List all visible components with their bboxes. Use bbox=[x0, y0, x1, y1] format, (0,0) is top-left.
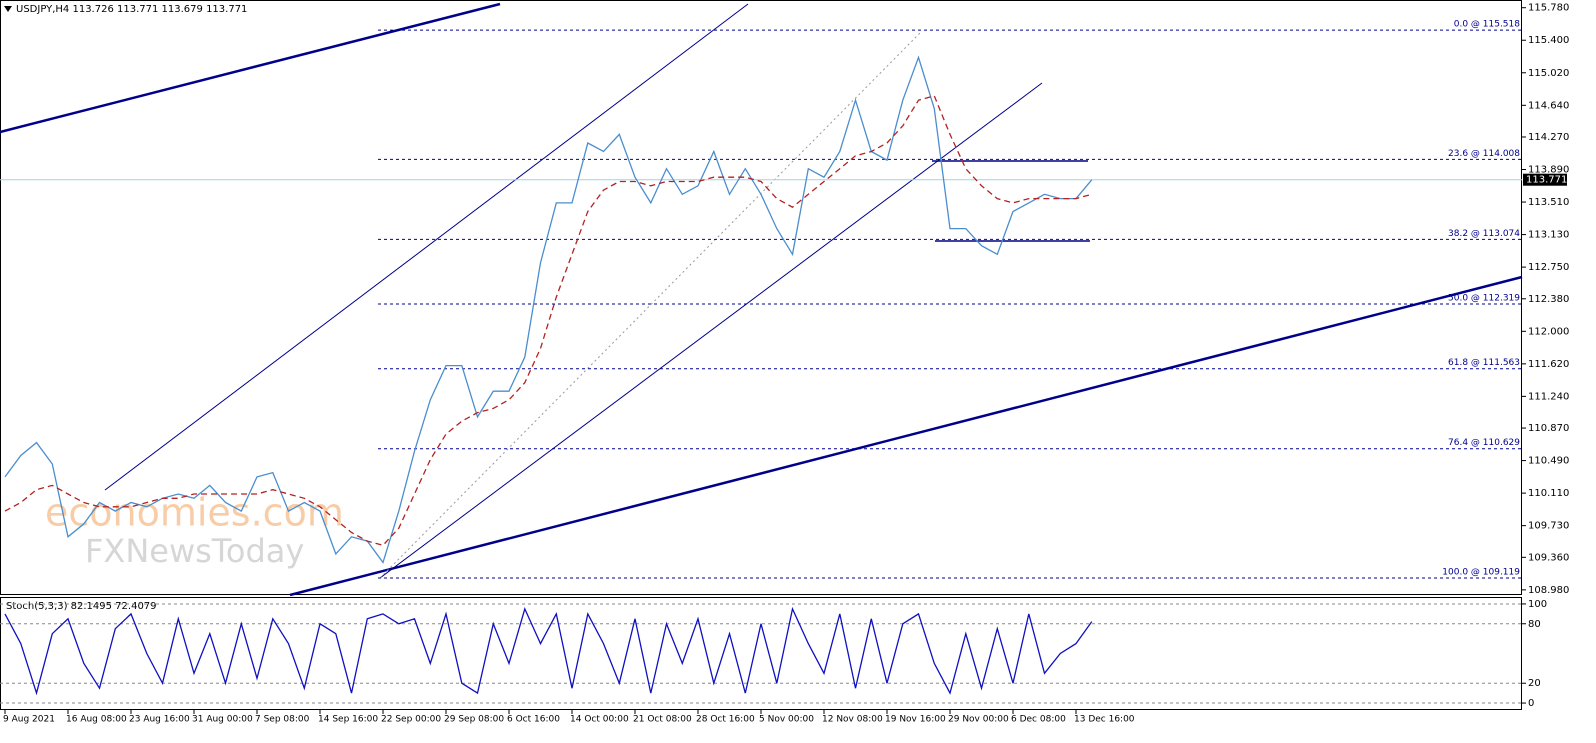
channel-line bbox=[104, 3, 749, 491]
y-tick-label: 112.000 bbox=[1528, 326, 1569, 337]
y-tick-label: 115.400 bbox=[1528, 35, 1569, 46]
y-tick-label: 112.750 bbox=[1528, 262, 1569, 273]
fib-line bbox=[379, 32, 921, 579]
x-tick-label: 16 Aug 08:00 bbox=[66, 715, 127, 725]
x-tick-label: 29 Nov 00:00 bbox=[948, 715, 1009, 725]
y-tick-label: 115.020 bbox=[1528, 68, 1569, 79]
x-tick-label: 5 Nov 00:00 bbox=[759, 715, 814, 725]
current-price-label: 113.771 bbox=[1526, 175, 1567, 186]
y-tick-label: 113.130 bbox=[1528, 230, 1569, 241]
y-tick-label: 113.510 bbox=[1528, 197, 1569, 208]
x-tick-label: 6 Oct 16:00 bbox=[507, 715, 560, 725]
y-tick-label: 112.380 bbox=[1528, 294, 1569, 305]
y-tick-label: 113.890 bbox=[1528, 165, 1569, 176]
x-tick-label: 29 Sep 08:00 bbox=[444, 715, 504, 725]
watermark: economies.com bbox=[45, 491, 344, 535]
fib-label: 0.0 @ 115.518 bbox=[1454, 20, 1521, 30]
x-tick-label: 7 Sep 08:00 bbox=[255, 715, 310, 725]
y-tick-label: 109.730 bbox=[1528, 521, 1569, 532]
trend-line bbox=[289, 275, 1523, 597]
fib-label: 61.8 @ 111.563 bbox=[1448, 358, 1520, 368]
stoch-title: Stoch(5,3,3) 82.1495 72.4079 bbox=[6, 601, 157, 612]
y-tick-label: 114.640 bbox=[1528, 100, 1569, 111]
channel-line bbox=[379, 82, 1043, 579]
y-tick-label: 0 bbox=[1528, 698, 1534, 709]
y-tick-label: 110.490 bbox=[1528, 456, 1569, 467]
y-tick-label: 111.620 bbox=[1528, 359, 1569, 370]
watermark: FXNewsToday bbox=[85, 532, 304, 570]
x-tick-label: 12 Nov 08:00 bbox=[822, 715, 883, 725]
x-tick-label: 23 Aug 16:00 bbox=[129, 715, 190, 725]
y-tick-label: 108.980 bbox=[1528, 585, 1569, 596]
y-tick-label: 110.870 bbox=[1528, 423, 1569, 434]
y-tick-label: 114.270 bbox=[1528, 132, 1569, 143]
fib-label: 76.4 @ 110.629 bbox=[1448, 438, 1520, 448]
current-price-box bbox=[1523, 173, 1567, 186]
y-tick-label: 110.110 bbox=[1528, 488, 1569, 499]
x-tick-label: 28 Oct 16:00 bbox=[696, 715, 755, 725]
x-tick-label: 13 Dec 16:00 bbox=[1074, 715, 1135, 725]
x-tick-label: 9 Aug 2021 bbox=[3, 715, 55, 725]
main-frame bbox=[0, 0, 1522, 595]
x-tick-label: 19 Nov 16:00 bbox=[885, 715, 946, 725]
x-tick-label: 6 Dec 08:00 bbox=[1011, 715, 1066, 725]
y-tick-label: 115.780 bbox=[1528, 3, 1569, 14]
x-tick-label: 31 Aug 00:00 bbox=[192, 715, 253, 725]
y-tick-label: 109.360 bbox=[1528, 552, 1569, 563]
fib-label: 100.0 @ 109.119 bbox=[1442, 567, 1520, 577]
x-tick-label: 14 Oct 00:00 bbox=[570, 715, 629, 725]
x-tick-label: 14 Sep 16:00 bbox=[318, 715, 378, 725]
series-line bbox=[4, 606, 1093, 696]
fib-label: 50.0 @ 112.319 bbox=[1448, 294, 1520, 304]
fib-label: 23.6 @ 114.008 bbox=[1448, 149, 1520, 159]
stoch-frame bbox=[0, 597, 1522, 710]
x-tick-label: 22 Sep 00:00 bbox=[381, 715, 441, 725]
y-tick-label: 100 bbox=[1528, 599, 1547, 610]
y-tick-label: 20 bbox=[1528, 678, 1541, 689]
y-tick-label: 111.240 bbox=[1528, 391, 1569, 402]
x-tick-label: 21 Oct 08:00 bbox=[633, 715, 692, 725]
menu-triangle bbox=[4, 6, 12, 12]
trend-line bbox=[0, 2, 501, 134]
series-line bbox=[4, 55, 1093, 564]
chart-title: USDJPY,H4 113.726 113.771 113.679 113.77… bbox=[16, 4, 247, 15]
trend-lines bbox=[0, 2, 1523, 597]
series-line bbox=[4, 95, 1092, 547]
y-tick-label: 80 bbox=[1528, 619, 1541, 630]
fib-label: 38.2 @ 113.074 bbox=[1448, 229, 1520, 239]
